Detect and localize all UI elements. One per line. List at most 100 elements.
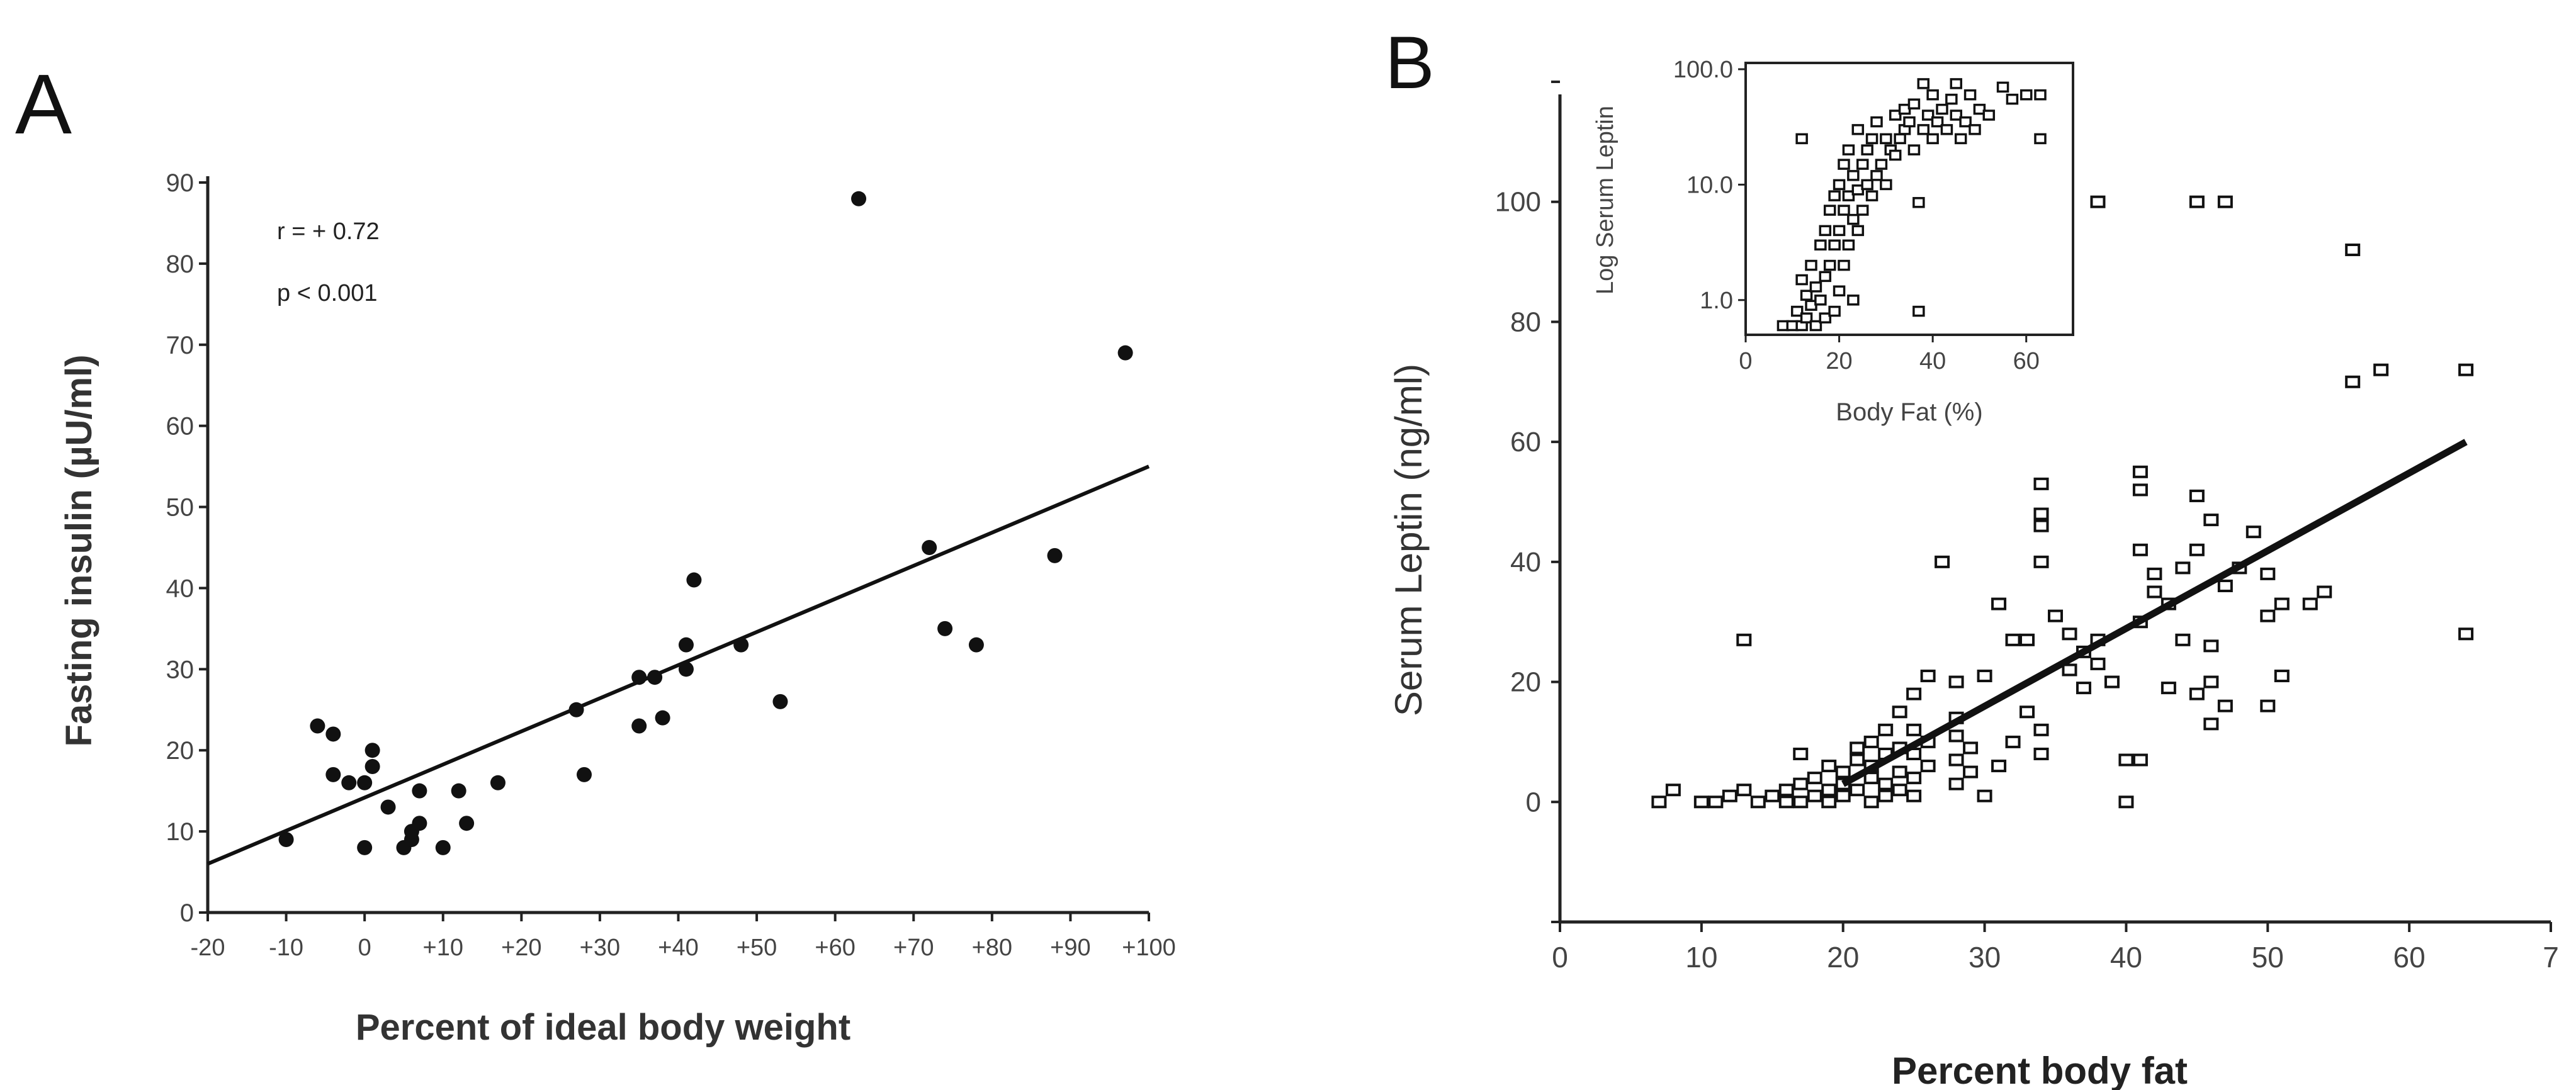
inset-data-point <box>1819 271 1832 283</box>
panel-b-data-point <box>1807 772 1822 785</box>
panel-b-data-point <box>1920 760 1936 773</box>
panel-b-data-point <box>2373 363 2389 376</box>
panel-b-data-point <box>1708 795 1724 809</box>
inset-data-point <box>1800 312 1813 323</box>
panel-b-data-point <box>2132 753 2148 767</box>
panel-b-x-tick-label: 50 <box>2252 941 2284 974</box>
inset-data-point <box>1795 274 1808 286</box>
inset-y-tick-label: 100.0 <box>1673 57 1733 83</box>
panel-b-data-point <box>1906 687 1922 700</box>
inset-data-point <box>1982 110 1996 121</box>
panel-b-data-point <box>2345 375 2361 388</box>
inset-data-point <box>1833 225 1846 237</box>
panel-b-data-point <box>1991 597 2007 610</box>
panel-b-data-point <box>1793 748 1809 760</box>
panel-b-x-tick-label: 7 <box>2543 941 2559 974</box>
panel-b-regression-line <box>1841 439 2468 787</box>
panel-a-data-point <box>647 670 663 685</box>
inset-data-point <box>1819 312 1832 323</box>
inset-x-tick-label: 40 <box>1919 348 1946 374</box>
panel-b-data-point <box>2033 477 2049 490</box>
panel-a-x-axis-label: Percent of ideal body weight <box>356 1007 850 1048</box>
panel-b-x-tick-label: 10 <box>1685 941 1717 974</box>
inset-data-point <box>1954 133 1967 145</box>
panel-b-data-point <box>1793 795 1809 809</box>
panel-b-data-point <box>2189 543 2205 556</box>
inset-data-point <box>1912 197 1925 208</box>
inset-data-point <box>1828 305 1841 317</box>
inset-data-point <box>1847 295 1860 306</box>
inset-data-point <box>1861 144 1873 155</box>
panel-a-x-tick-label: +50 <box>737 935 777 961</box>
inset-data-point <box>1828 190 1841 201</box>
inset-data-point <box>1903 116 1916 128</box>
panel-b-data-point <box>1835 789 1851 802</box>
panel-b-plot: 0 20 40 60 80 100 0 10 20 30 40 50 60 7 <box>1495 81 2559 974</box>
inset-data-point <box>1921 110 1935 121</box>
panel-b-data-point <box>2260 567 2276 580</box>
panel-b-data-point <box>1991 760 2007 773</box>
panel-a: A 0 10 20 30 40 50 60 70 80 90 -20 -10 0 +10 +20 +30 +40… <box>15 57 1176 1048</box>
panel-a-data-point <box>678 637 694 653</box>
panel-b-y-tick-label: 40 <box>1510 547 1541 578</box>
inset-data-point <box>1833 179 1846 191</box>
panel-b-data-point <box>1892 784 1907 797</box>
panel-b-data-point <box>2118 795 2134 809</box>
panel-b-data-point <box>1821 795 1837 809</box>
panel-a-x-tick-label: +80 <box>972 935 1012 961</box>
panel-b-data-point <box>2090 657 2106 670</box>
inset-data-point <box>1851 225 1865 237</box>
panel-b-data-point <box>1722 789 1737 802</box>
inset-data-point <box>1790 305 1804 317</box>
panel-a-data-point <box>568 702 584 717</box>
inset-data-point <box>1828 239 1841 251</box>
panel-b-data-point <box>2118 753 2134 767</box>
inset-x-tick-label: 60 <box>2013 348 2040 374</box>
inset-data-point <box>1894 133 1906 145</box>
panel-b-x-tick-label: 20 <box>1827 941 1859 974</box>
inset-data-point <box>1907 98 1921 110</box>
panel-b-data-point <box>1850 741 1865 755</box>
panel-b-data-point <box>1793 777 1809 790</box>
panel-a-x-tick-label: +20 <box>501 935 541 961</box>
panel-a-y-tick-label: 30 <box>166 656 195 683</box>
inset-data-point <box>1969 124 1981 135</box>
panel-b-data-point <box>2104 675 2120 688</box>
panel-b-data-point <box>1906 772 1922 785</box>
panel-b-data-point <box>2260 609 2276 622</box>
inset-data-point <box>1912 305 1925 317</box>
panel-a-data-point <box>631 670 647 685</box>
panel-b-data-point <box>1778 784 1794 797</box>
panel-a-data-point <box>364 743 380 758</box>
panel-b-data-point <box>1863 772 1879 785</box>
panel-b-data-point <box>2033 723 2049 736</box>
panel-b-data-point <box>2458 363 2474 376</box>
panel-a-y-tick-label: 40 <box>166 575 195 602</box>
panel-a-x-tick-label: 0 <box>358 935 371 961</box>
inset-x-axis-label: Body Fat (%) <box>1836 398 1982 426</box>
inset-data-point <box>1819 225 1832 237</box>
panel-b-data-point <box>2345 244 2361 256</box>
panel-b-data-point <box>1948 729 1964 743</box>
panel-b-x-tick-label: 60 <box>2393 941 2426 974</box>
inset-data-point <box>1936 103 1948 115</box>
panel-a-data-point <box>310 718 325 734</box>
panel-b-data-point <box>2132 483 2148 497</box>
panel-b-data-point <box>2062 627 2077 641</box>
panel-b-data-point <box>1963 741 1979 755</box>
panel-b-data-point <box>2020 633 2035 646</box>
panel-a-x-tick-label: -20 <box>191 935 225 961</box>
panel-b-data-point <box>2302 597 2318 610</box>
panel-b-data-point <box>1977 789 1992 802</box>
panel-b-data-point <box>1878 723 1894 736</box>
panel-b-data-point <box>1807 789 1822 802</box>
panel-a-data-point <box>278 832 294 847</box>
panel-b-data-point <box>2033 507 2049 520</box>
panel-a-data-point <box>968 637 984 653</box>
inset-y-tick-label: 1.0 <box>1700 288 1733 314</box>
panel-b-data-point <box>2217 195 2233 208</box>
panel-a-data-point <box>364 759 380 774</box>
panel-b-data-point <box>2147 567 2162 580</box>
inset-data-point <box>1842 190 1855 201</box>
